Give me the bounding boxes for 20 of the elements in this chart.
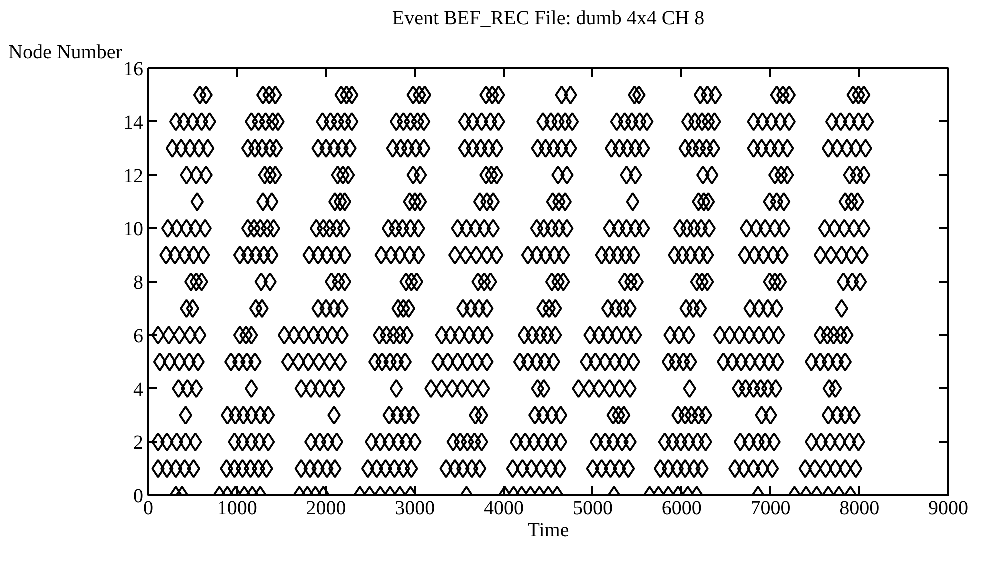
x-tick-label: 8000 <box>840 498 880 520</box>
y-tick-label: 6 <box>134 325 144 348</box>
x-tick-label: 6000 <box>662 498 702 520</box>
y-tick-label: 10 <box>124 218 144 241</box>
y-tick-label: 4 <box>134 378 144 401</box>
y-tick-label: 2 <box>134 432 144 454</box>
y-axis-title: Node Number <box>8 42 123 64</box>
x-tick-label: 4000 <box>484 498 524 520</box>
x-tick-label: 7000 <box>750 498 791 520</box>
x-tick-label: 3000 <box>395 498 436 520</box>
chart-title: Event BEF_REC File: dumb 4x4 CH 8 <box>392 8 705 30</box>
y-tick-label: 14 <box>124 112 144 134</box>
y-tick-label: 16 <box>124 58 144 80</box>
y-tick-label: 8 <box>134 272 144 294</box>
x-axis-title: Time <box>528 520 570 542</box>
x-tick-label: 9000 <box>928 498 968 520</box>
x-tick-label: 5000 <box>572 498 613 520</box>
x-tick-label: 2000 <box>306 498 346 520</box>
y-tick-label: 12 <box>124 165 144 188</box>
x-tick-label: 1000 <box>217 498 258 520</box>
